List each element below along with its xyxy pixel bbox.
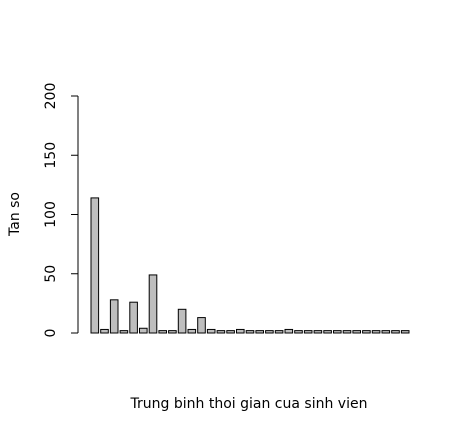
histogram-bar <box>100 328 109 334</box>
x-axis-title: Trung binh thoi gian cua sinh vien <box>130 396 368 412</box>
histogram-bar <box>371 330 381 334</box>
histogram-bar <box>400 330 410 334</box>
histogram-bar <box>303 330 313 334</box>
histogram-bar <box>294 330 303 334</box>
histogram-bar <box>284 328 294 334</box>
histogram-bar <box>158 330 167 334</box>
y-axis-title: Tan so <box>7 192 23 237</box>
y-axis: 0 50 100 150 200 <box>43 83 79 338</box>
histogram-bar <box>265 330 274 334</box>
histogram-bar <box>381 330 391 334</box>
histogram-bar <box>313 330 323 334</box>
histogram-bar <box>245 330 255 334</box>
y-tick-label: 100 <box>43 201 59 228</box>
histogram-bar <box>206 328 216 334</box>
histogram-bar <box>119 330 129 334</box>
histogram-bar <box>168 330 177 334</box>
y-tick-label: 50 <box>43 265 59 283</box>
histogram-bar <box>109 299 119 334</box>
histogram-bar <box>177 308 187 334</box>
bars <box>90 197 410 334</box>
histogram-bar <box>129 301 138 334</box>
histogram-bar <box>274 330 284 334</box>
histogram-bar <box>139 327 148 334</box>
histogram-bar <box>333 330 342 334</box>
histogram-bar <box>323 330 332 334</box>
histogram-bar <box>352 330 361 334</box>
histogram-bar <box>187 328 197 334</box>
histogram-bar <box>226 330 235 334</box>
histogram-bar <box>391 330 400 334</box>
histogram-bar <box>90 197 100 334</box>
histogram-bar <box>362 330 371 334</box>
histogram-bar <box>236 328 245 334</box>
y-tick-label: 200 <box>43 83 59 110</box>
histogram-bar <box>255 330 264 334</box>
y-tick-label: 0 <box>43 329 59 338</box>
histogram-bar <box>148 274 158 334</box>
histogram-bar <box>342 330 352 334</box>
y-tick-label: 150 <box>43 142 59 169</box>
histogram-bar <box>216 330 226 334</box>
histogram-bar <box>197 317 206 334</box>
